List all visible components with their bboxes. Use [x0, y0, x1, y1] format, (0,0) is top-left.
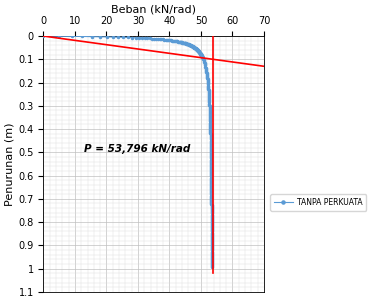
TANPA PERKUATA	[204, 67, 208, 70]
Legend: TANPA PERKUATA: TANPA PERKUATA	[270, 194, 366, 210]
TANPA PERKUATA	[210, 260, 214, 264]
TANPA PERKUATA	[208, 114, 212, 118]
Y-axis label: Penurunan (m): Penurunan (m)	[4, 122, 14, 206]
TANPA PERKUATA	[210, 250, 214, 253]
Line: TANPA PERKUATA: TANPA PERKUATA	[42, 35, 213, 268]
TANPA PERKUATA	[194, 47, 198, 51]
TANPA PERKUATA	[210, 265, 214, 269]
X-axis label: Beban (kN/rad): Beban (kN/rad)	[111, 4, 196, 14]
TANPA PERKUATA	[207, 93, 211, 97]
Text: P = 53,796 kN/rad: P = 53,796 kN/rad	[84, 144, 191, 154]
TANPA PERKUATA	[41, 34, 46, 38]
